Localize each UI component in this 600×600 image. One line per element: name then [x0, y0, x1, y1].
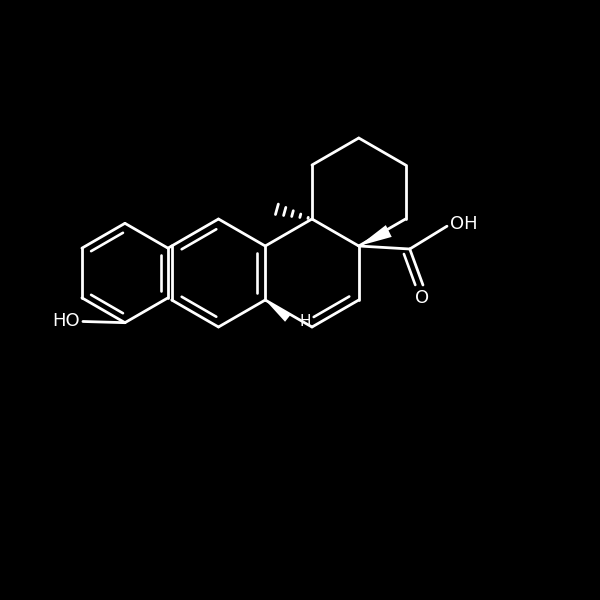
- Polygon shape: [359, 225, 392, 246]
- Text: H: H: [299, 313, 311, 329]
- Text: HO: HO: [52, 313, 80, 331]
- Text: OH: OH: [450, 215, 478, 233]
- Text: O: O: [415, 289, 429, 307]
- Polygon shape: [265, 300, 291, 322]
